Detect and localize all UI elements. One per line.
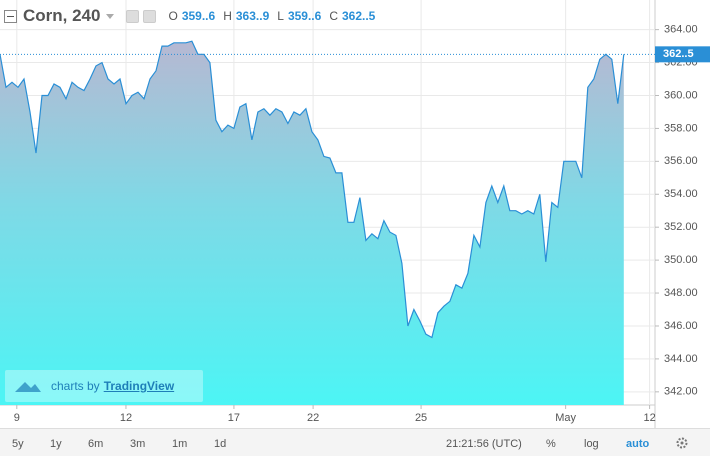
symbol: Corn, 240 [23, 6, 101, 25]
ohlc-key: H [223, 9, 232, 23]
range-button[interactable]: 1m [172, 438, 188, 450]
ohlc-value: 363..9 [235, 9, 270, 23]
range-button[interactable]: 6m [88, 438, 104, 450]
ohlc-key: C [329, 9, 338, 23]
y-tick-label: 350.00 [664, 254, 698, 266]
range-button[interactable]: 5y [12, 438, 24, 450]
option-button[interactable]: log [584, 438, 599, 450]
x-tick-label: May [555, 412, 576, 424]
y-tick-label: 344.00 [664, 353, 698, 365]
ohlc-value: 359..6 [181, 9, 216, 23]
y-tick-label: 364.00 [664, 24, 698, 36]
range-button[interactable]: 1y [50, 438, 62, 450]
hide-icon[interactable] [143, 9, 157, 23]
x-tick-label: 9 [14, 412, 20, 424]
area [0, 41, 624, 405]
settings-gear[interactable] [675, 436, 689, 450]
ohlc-key: O [168, 9, 178, 23]
option-button[interactable]: % [546, 438, 556, 450]
x-tick-label: 17 [228, 412, 240, 424]
watermark-text: charts by [51, 379, 100, 393]
ohlc-key: L [277, 9, 284, 23]
y-tick-label: 356.00 [664, 155, 698, 167]
caret[interactable] [106, 13, 115, 19]
y-tick-label: 358.00 [664, 122, 698, 134]
x-tick-label: 12 [120, 412, 132, 424]
ohlc-value: 362..5 [341, 9, 376, 23]
y-tick-label: 354.00 [664, 188, 698, 200]
last-price-label: 362..5 [663, 48, 694, 60]
line [0, 40, 625, 339]
watermark-brand: TradingView [103, 379, 175, 393]
settings-icon[interactable] [126, 9, 140, 23]
range-button[interactable]: 1d [214, 438, 227, 450]
x-tick-label: 12 [643, 412, 655, 424]
x-tick-label: 22 [307, 412, 319, 424]
last-price-tag [655, 46, 710, 63]
y-tick-label: 352.00 [664, 221, 698, 233]
chart: 342.00 344.00 346.00 348.00 350.00 352.00 354.… [0, 0, 710, 428]
y-tick-label: 348.00 [664, 287, 698, 299]
x-tick-label: 25 [415, 412, 427, 424]
collapse-button[interactable] [4, 9, 17, 23]
ohlc: O 359..6 H 363..9 L 359..6 C 362..5 [160, 9, 375, 23]
watermark[interactable]: charts by TradingView [5, 370, 203, 402]
ohlc-value: 359..6 [287, 9, 322, 23]
toolbar: 21:21:56 (UTC) 5y 1y 6m 3m 1m 1d% log auto [0, 428, 710, 456]
watermark-logo [15, 382, 41, 392]
y-tick-label: 360.00 [664, 89, 698, 101]
legend-header: Corn, 240 O 359..6 H 363..9 L 359..6 C 362..5 [4, 6, 375, 26]
y-tick-label: 346.00 [664, 320, 698, 332]
range-button[interactable]: 3m [130, 438, 146, 450]
clock: 21:21:56 (UTC) [446, 438, 522, 450]
option-button[interactable]: auto [626, 438, 650, 450]
y-tick-label: 342.00 [664, 386, 698, 398]
